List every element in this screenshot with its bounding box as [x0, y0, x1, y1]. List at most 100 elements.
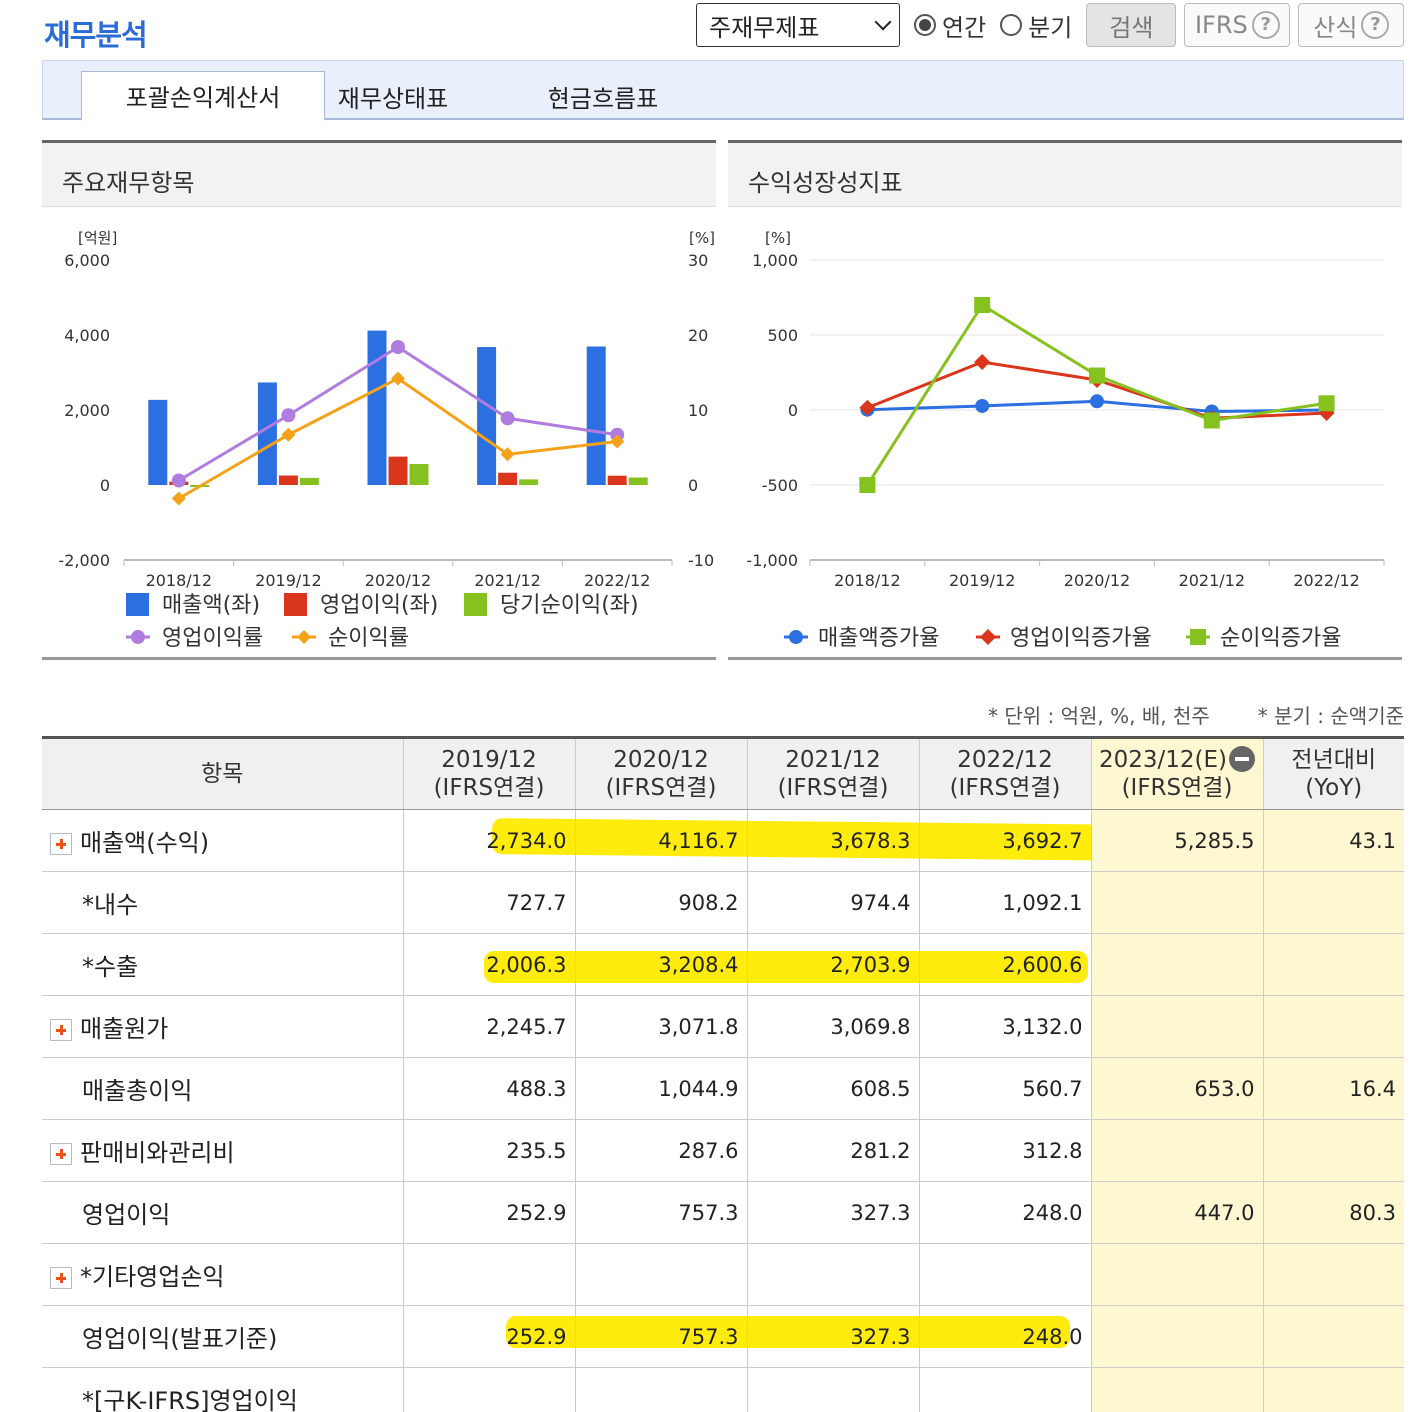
bar-1: [388, 456, 408, 485]
cell-value: 757.3: [678, 1324, 739, 1349]
table-header-row: 항목 2019/12 (IFRS연결) 2020/12 (IFRS연결) 2021/…: [42, 736, 1404, 810]
legend-label: 영업이익증가율: [1010, 626, 1152, 651]
line-point-0: [1090, 394, 1104, 409]
radio-annual[interactable]: 연간: [914, 8, 986, 43]
formula-help-button[interactable]: 산식 ?: [1298, 3, 1405, 47]
chevron-down-icon: [874, 13, 892, 31]
value-cell: [574, 1243, 747, 1306]
report-type-select[interactable]: 주재무제표: [696, 3, 900, 47]
value-cell: 3,132.0: [918, 995, 1091, 1058]
y-tick: 1,000: [752, 251, 798, 270]
value-cell: [918, 1367, 1091, 1412]
row-label: 매출액(수익): [80, 829, 210, 857]
y-right-tick: 10: [688, 401, 708, 420]
row-label-cell[interactable]: 판매비와관리비: [42, 1119, 403, 1182]
line-point-4: [500, 447, 515, 462]
row-label-cell[interactable]: 매출원가: [42, 995, 403, 1058]
value-cell: [1090, 933, 1263, 996]
value-cell: 974.4: [746, 871, 919, 934]
x-tick-label: 2020/12: [365, 571, 431, 590]
value-cell: [1262, 1243, 1404, 1306]
tab-balance-sheet[interactable]: 재무상태표: [337, 84, 449, 113]
y-right-tick: 20: [688, 326, 708, 345]
cell-value: 2,006.3: [486, 952, 567, 977]
cell-value: 3,071.8: [658, 1014, 739, 1039]
cell-value: 3,208.4: [658, 952, 739, 977]
key-financials-chart: [억원] [%] 6,000 30 4,000 20 2,000 10 0 0 -2,000 -10 2…: [58, 229, 715, 651]
value-cell: 2,703.9: [746, 933, 919, 996]
line-point-4: [391, 371, 405, 386]
col-header-label: 항목: [201, 761, 244, 787]
value-cell: 908.2: [574, 871, 747, 934]
col-header-sub: (IFRS연결): [433, 775, 545, 801]
row-label-cell: *내수: [42, 871, 403, 934]
cell-value: 43.1: [1349, 828, 1396, 853]
cell-value: 3,678.3: [830, 828, 911, 853]
tab-income-statement[interactable]: 포괄손익계산서: [81, 71, 325, 121]
radio-quarter[interactable]: 분기: [1000, 8, 1072, 43]
growth-indicators-title: 수익성장성지표: [728, 143, 1402, 207]
col-header-2019: 2019/12 (IFRS연결): [402, 736, 575, 810]
legend-swatch: [297, 630, 311, 644]
line-point-3: [171, 473, 186, 488]
legend-label: 매출액(좌): [162, 593, 260, 618]
cell-value: 653.0: [1194, 1076, 1255, 1101]
row-label: 매출원가: [80, 1015, 169, 1043]
line-point-2: [859, 477, 876, 493]
cell-value: 327.3: [850, 1324, 911, 1349]
col-header-sub: (IFRS연결): [949, 775, 1061, 801]
expand-plus-icon[interactable]: [50, 833, 72, 855]
col-header-2021: 2021/12 (IFRS연결): [746, 736, 919, 810]
y-tick: -1,000: [746, 551, 798, 570]
row-label-cell: *[구K-IFRS]영업이익: [42, 1367, 403, 1412]
line-point-2: [1203, 412, 1220, 429]
bar-1: [498, 472, 518, 485]
ifrs-label: IFRS: [1194, 11, 1248, 39]
y-left-tick: 4,000: [64, 326, 110, 345]
bar-1: [278, 475, 298, 485]
table-row: 매출총이익 488.3 1,044.9 608.5 560.7 653.0 16.4: [42, 1057, 1404, 1120]
table-row: *기타영업손익: [42, 1243, 1404, 1306]
unit-notes: * 단위 : 억원, %, 배, 천주 * 분기 : 순액기준: [988, 700, 1404, 729]
value-cell: 43.1: [1262, 809, 1404, 872]
value-cell: 235.5: [402, 1119, 575, 1182]
expand-plus-icon[interactable]: [50, 1019, 72, 1041]
search-button[interactable]: 검색: [1086, 3, 1177, 47]
value-cell: [1262, 1119, 1404, 1182]
value-cell: 252.9: [402, 1305, 575, 1368]
table-row: 매출원가 2,245.7 3,071.8 3,069.8 3,132.0: [42, 995, 1404, 1058]
value-cell: 2,734.0: [402, 809, 575, 872]
value-cell: 252.9: [402, 1181, 575, 1244]
row-label-cell[interactable]: 매출액(수익): [42, 809, 403, 872]
col-header-sub: (IFRS연결): [777, 775, 889, 801]
cell-value: 560.7: [1022, 1076, 1083, 1101]
row-label-cell[interactable]: *기타영업손익: [42, 1243, 403, 1306]
help-icon: ?: [1361, 11, 1390, 39]
line-point-0: [975, 398, 990, 413]
x-tick-label: 2021/12: [474, 571, 540, 590]
value-cell: 757.3: [574, 1305, 747, 1368]
y-tick: 500: [767, 326, 798, 345]
value-cell: [402, 1367, 575, 1412]
value-cell: 757.3: [574, 1181, 747, 1244]
value-cell: [1262, 933, 1404, 996]
financial-table: 항목 2019/12 (IFRS연결) 2020/12 (IFRS연결) 2021/…: [42, 736, 1404, 1412]
value-cell: 3,069.8: [746, 995, 919, 1058]
cell-value: 287.6: [678, 1138, 739, 1163]
expand-plus-icon[interactable]: [50, 1143, 72, 1165]
col-header-label: 2019/12: [441, 747, 537, 773]
legend-swatch: [789, 630, 803, 644]
y-right-unit: [%]: [689, 229, 715, 247]
y-tick: -500: [762, 476, 798, 495]
ifrs-help-button[interactable]: IFRS ?: [1184, 3, 1291, 47]
radio-selected-icon: [914, 14, 936, 36]
value-cell: [402, 1243, 575, 1306]
legend-label: 순이익률: [328, 626, 409, 651]
tab-cash-flow[interactable]: 현금흐름표: [547, 84, 659, 113]
legend-label: 순이익증가율: [1220, 626, 1341, 651]
collapse-icon[interactable]: [1229, 746, 1256, 772]
value-cell: [746, 1367, 919, 1412]
table-row: *[구K-IFRS]영업이익: [42, 1367, 1404, 1412]
line-point-1: [859, 399, 876, 416]
expand-plus-icon[interactable]: [50, 1267, 72, 1289]
